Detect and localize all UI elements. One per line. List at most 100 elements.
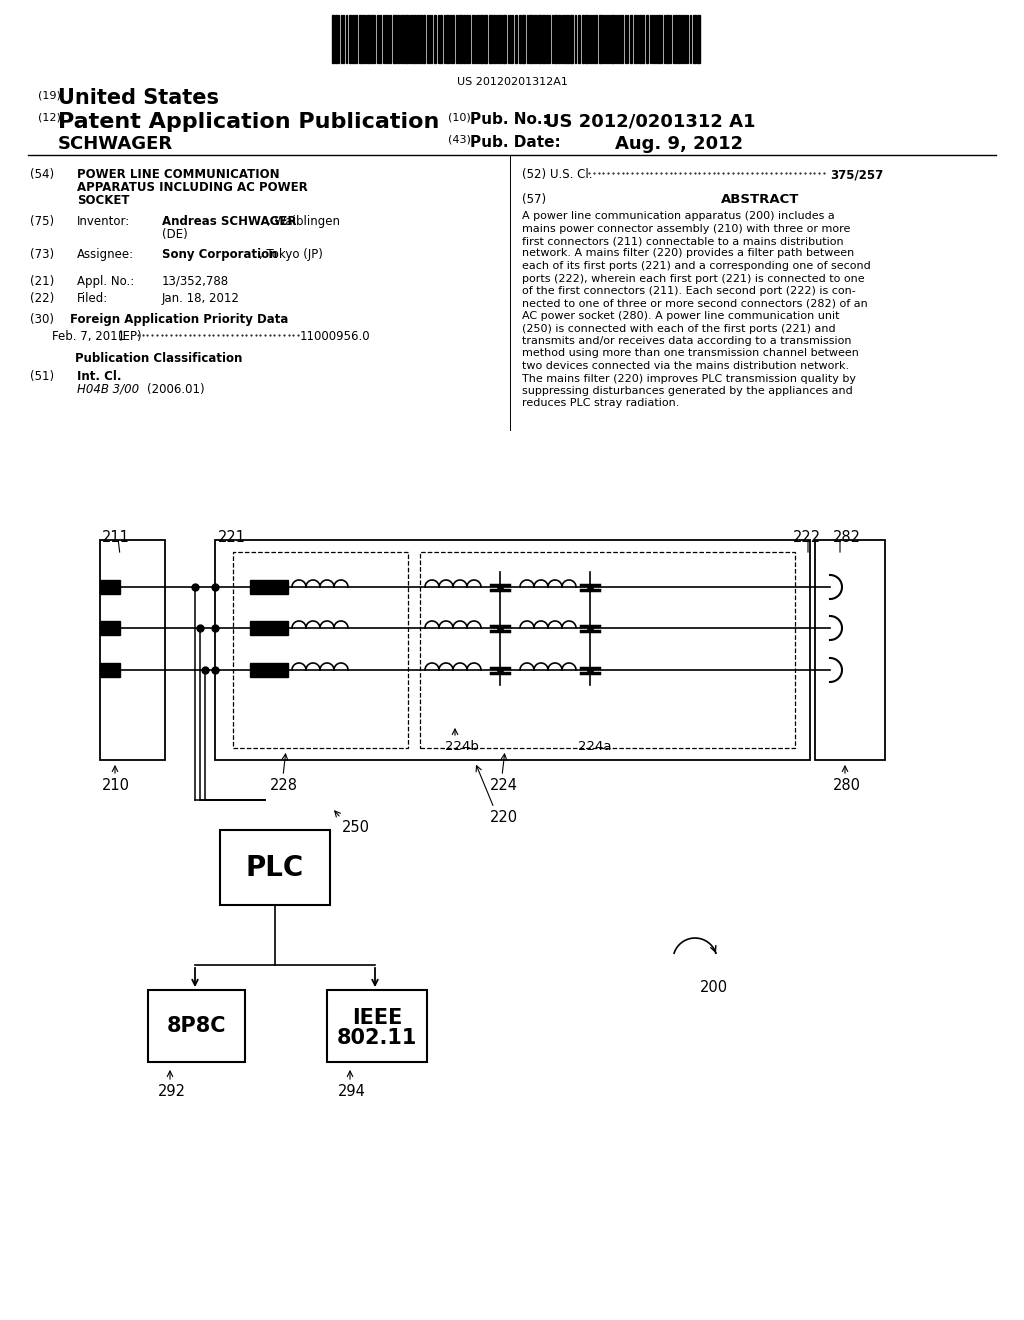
Bar bbox=[215, 540, 810, 760]
Text: 220: 220 bbox=[490, 810, 518, 825]
Text: (51): (51) bbox=[30, 370, 54, 383]
Bar bbox=[335, 15, 337, 63]
Text: 210: 210 bbox=[102, 777, 130, 793]
Bar bbox=[519, 15, 521, 63]
Text: SCHWAGER: SCHWAGER bbox=[58, 135, 173, 153]
Bar bbox=[440, 15, 442, 63]
Text: , Waiblingen: , Waiblingen bbox=[267, 215, 340, 228]
Text: mains power connector assembly (210) with three or more: mains power connector assembly (210) wit… bbox=[522, 223, 850, 234]
Text: 292: 292 bbox=[158, 1084, 186, 1100]
Text: (54): (54) bbox=[30, 168, 54, 181]
Bar bbox=[100, 620, 120, 635]
Bar bbox=[503, 15, 506, 63]
Text: Feb. 7, 2011: Feb. 7, 2011 bbox=[52, 330, 125, 343]
Text: transmits and/or receives data according to a transmission: transmits and/or receives data according… bbox=[522, 337, 852, 346]
Bar bbox=[477, 15, 479, 63]
Text: (DE): (DE) bbox=[162, 228, 187, 242]
Bar bbox=[355, 15, 357, 63]
Bar bbox=[570, 15, 573, 63]
Text: Appl. No.:: Appl. No.: bbox=[77, 275, 134, 288]
Text: U.S. Cl.: U.S. Cl. bbox=[550, 168, 593, 181]
Bar bbox=[529, 15, 532, 63]
Text: AC power socket (280). A power line communication unit: AC power socket (280). A power line comm… bbox=[522, 312, 840, 321]
Bar bbox=[327, 990, 427, 1063]
Bar bbox=[100, 540, 165, 760]
Text: (75): (75) bbox=[30, 215, 54, 228]
Text: 802.11: 802.11 bbox=[337, 1028, 417, 1048]
Bar bbox=[371, 15, 373, 63]
Text: , Tokyo (JP): , Tokyo (JP) bbox=[259, 248, 323, 261]
Bar bbox=[582, 15, 584, 63]
Text: 221: 221 bbox=[218, 531, 246, 545]
Text: 13/352,788: 13/352,788 bbox=[162, 275, 229, 288]
Bar bbox=[566, 15, 569, 63]
Text: PLC: PLC bbox=[246, 854, 304, 882]
Bar bbox=[332, 15, 334, 63]
Text: (43): (43) bbox=[449, 135, 471, 145]
Bar bbox=[480, 15, 483, 63]
Text: A power line communication apparatus (200) includes a: A power line communication apparatus (20… bbox=[522, 211, 835, 220]
Bar bbox=[558, 15, 560, 63]
Text: (73): (73) bbox=[30, 248, 54, 261]
Bar bbox=[420, 552, 795, 748]
Text: reduces PLC stray radiation.: reduces PLC stray radiation. bbox=[522, 399, 679, 408]
Bar bbox=[585, 15, 588, 63]
Bar bbox=[402, 15, 404, 63]
Bar bbox=[675, 15, 677, 63]
Text: US 2012/0201312 A1: US 2012/0201312 A1 bbox=[545, 112, 756, 129]
Text: Pub. No.:: Pub. No.: bbox=[470, 112, 549, 127]
Bar bbox=[367, 15, 370, 63]
Bar bbox=[472, 15, 474, 63]
Bar bbox=[420, 15, 422, 63]
Text: network. A mains filter (220) provides a filter path between: network. A mains filter (220) provides a… bbox=[522, 248, 854, 259]
Bar bbox=[414, 15, 416, 63]
Bar bbox=[417, 15, 419, 63]
Bar bbox=[498, 15, 500, 63]
Text: (250) is connected with each of the first ports (221) and: (250) is connected with each of the firs… bbox=[522, 323, 836, 334]
Text: each of its first ports (221) and a corresponding one of second: each of its first ports (221) and a corr… bbox=[522, 261, 870, 271]
Bar bbox=[349, 15, 351, 63]
Bar bbox=[406, 15, 408, 63]
Bar bbox=[678, 15, 680, 63]
Bar bbox=[534, 15, 535, 63]
Bar bbox=[466, 15, 468, 63]
Bar bbox=[250, 663, 288, 677]
Bar bbox=[397, 15, 399, 63]
Text: two devices connected via the mains distribution network.: two devices connected via the mains dist… bbox=[522, 360, 849, 371]
Bar bbox=[385, 15, 387, 63]
Text: Andreas SCHWAGER: Andreas SCHWAGER bbox=[162, 215, 297, 228]
Bar bbox=[250, 579, 288, 594]
Text: (EP): (EP) bbox=[118, 330, 141, 343]
Bar bbox=[459, 15, 462, 63]
Bar bbox=[621, 15, 623, 63]
Text: Sony Corporation: Sony Corporation bbox=[162, 248, 278, 261]
Text: 280: 280 bbox=[833, 777, 861, 793]
Text: 11000956.0: 11000956.0 bbox=[300, 330, 371, 343]
Text: 294: 294 bbox=[338, 1084, 366, 1100]
Text: 224b: 224b bbox=[445, 741, 479, 752]
Text: 8P8C: 8P8C bbox=[167, 1016, 226, 1036]
Bar bbox=[658, 15, 660, 63]
Text: 222: 222 bbox=[793, 531, 821, 545]
Bar bbox=[379, 15, 381, 63]
Bar bbox=[563, 15, 565, 63]
Bar bbox=[362, 15, 364, 63]
Bar bbox=[642, 15, 644, 63]
Text: Jan. 18, 2012: Jan. 18, 2012 bbox=[162, 292, 240, 305]
Bar bbox=[599, 15, 602, 63]
Text: APPARATUS INCLUDING AC POWER: APPARATUS INCLUDING AC POWER bbox=[77, 181, 308, 194]
Text: ABSTRACT: ABSTRACT bbox=[721, 193, 799, 206]
Bar bbox=[546, 15, 548, 63]
Text: (21): (21) bbox=[30, 275, 54, 288]
Bar bbox=[220, 830, 330, 906]
Bar bbox=[578, 15, 580, 63]
Text: (30): (30) bbox=[30, 313, 54, 326]
Text: 375/257: 375/257 bbox=[830, 168, 884, 181]
Text: Filed:: Filed: bbox=[77, 292, 109, 305]
Text: 282: 282 bbox=[833, 531, 861, 545]
Text: suppressing disturbances generated by the appliances and: suppressing disturbances generated by th… bbox=[522, 385, 853, 396]
Bar bbox=[484, 15, 487, 63]
Text: 224a: 224a bbox=[578, 741, 611, 752]
Bar bbox=[646, 15, 648, 63]
Text: (12): (12) bbox=[38, 112, 60, 121]
